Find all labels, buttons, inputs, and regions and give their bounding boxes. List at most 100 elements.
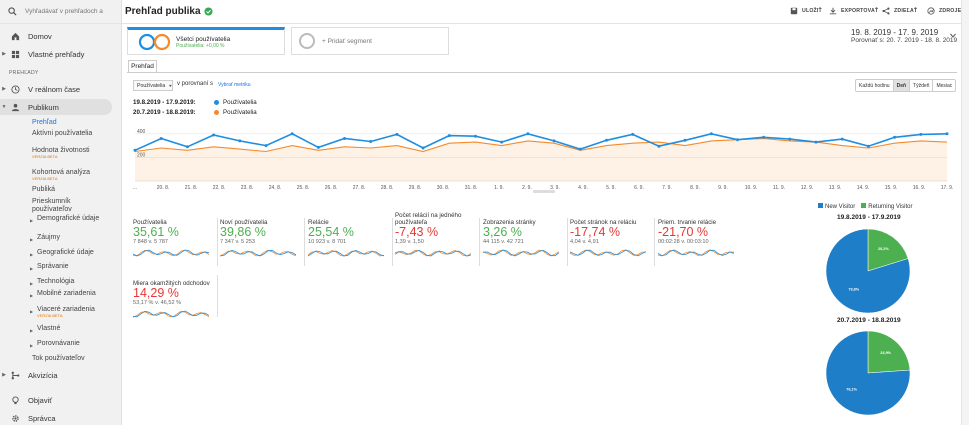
group-mobile[interactable]: ▶ Mobilné zariadenia [30, 290, 96, 298]
nav-realtime[interactable]: ▶ V reálnom čase [0, 81, 122, 97]
metric-value: -7,43 % [395, 225, 439, 239]
segment-circles-icon [138, 33, 171, 51]
metric-sparkline [132, 310, 210, 318]
sparkline-series [569, 249, 647, 257]
nav-audience[interactable]: ▼ Publikum [0, 99, 112, 115]
x-tick-label: 20. 8. [157, 185, 170, 191]
nav-discover[interactable]: Objaviť [0, 392, 122, 408]
segment-all-users[interactable]: Všetci používatelia Používatelia: +0,00 … [127, 27, 285, 55]
nav-acquisition-label: Akvizícia [28, 370, 58, 380]
sub-overview[interactable]: Prehľad [32, 119, 57, 126]
save-label: ULOŽIŤ [802, 8, 822, 14]
pie-slice-new[interactable] [825, 228, 911, 314]
home-icon [11, 32, 19, 40]
group-interests[interactable]: ▶ Záujmy [30, 234, 60, 242]
data-point [605, 138, 608, 142]
chevron-down-icon[interactable] [950, 33, 956, 38]
metric-tile[interactable]: Počet relácií na jedného používateľa -7,4… [394, 212, 481, 270]
metric-sparkline [219, 249, 297, 257]
export-button[interactable]: EXPORTOVAŤ [829, 7, 878, 15]
metric-name: Počet stránok na reláciu [570, 219, 637, 226]
data-point [683, 138, 687, 142]
pick-metric-link[interactable]: Vybrať metriku [218, 82, 251, 88]
metric-value: 3,26 % [483, 225, 522, 239]
granularity-week[interactable]: Týždeň [909, 80, 932, 91]
x-tick-label: 23. 8. [241, 185, 254, 191]
compare-label: v porovnaní s [177, 81, 214, 87]
metric-value: 39,86 % [220, 225, 266, 239]
date-range-picker[interactable]: 19. 8. 2019 - 17. 9. 2019 Porovnať s: 20… [851, 29, 957, 45]
metric-comparison: 10 923 v. 8 701 [308, 239, 347, 245]
section-label: PREHĽADY [9, 70, 39, 76]
metric-tile[interactable]: Počet stránok na reláciu -17,74 % 4,04 v. … [569, 212, 656, 270]
sparkline-series [307, 250, 385, 257]
metric-tile[interactable]: Priem. trvanie relácie -21,70 % 00:02:28 v… [657, 212, 744, 270]
expand-arrow-icon: ▶ [2, 86, 6, 92]
nav-admin[interactable]: Správca [0, 410, 122, 425]
group-behavior[interactable]: ▶ Správanie [30, 263, 69, 271]
metric-tile[interactable]: Používatelia 35,61 % 7 848 v. 5 787 [132, 212, 219, 270]
metric-value: -21,70 % [658, 225, 709, 239]
save-button[interactable]: ULOŽIŤ [790, 7, 822, 15]
group-custom[interactable]: ▶ Vlastné [30, 325, 61, 333]
metric-tile[interactable]: Miera okamžitých odchodov 14,29 % 53,17 % … [132, 273, 219, 331]
metric-tile[interactable]: Relácie 25,54 % 10 923 v. 8 701 [307, 212, 394, 270]
scrollbar[interactable] [961, 0, 969, 425]
nav-custom-reports[interactable]: ▶ Vlastné prehľady [0, 46, 122, 62]
x-tick-label: 14. 9. [857, 185, 870, 191]
download-icon [829, 7, 837, 15]
metric-select[interactable]: Používatelia [133, 80, 173, 91]
sparkline-series [132, 249, 210, 257]
metric-tile[interactable]: Zobrazenia stránky 3,26 % 44 115 v. 42 721 [482, 212, 569, 270]
granularity-day[interactable]: Deň [892, 80, 910, 91]
sub-users-flow[interactable]: Tok používateľov [32, 355, 85, 362]
tab-overview[interactable]: Prehľad [128, 60, 157, 72]
search-box[interactable]: Vyhľadávať v prehľadoch a p [0, 0, 121, 24]
data-point [159, 137, 163, 140]
metric-value: 14,29 % [133, 286, 179, 300]
granularity-hourly[interactable]: Každú hodinu [859, 82, 890, 89]
x-tick-label: 9. 9. [718, 185, 728, 191]
sub-user-explorer[interactable]: Prieskumník používateľov [32, 198, 72, 213]
granularity-month[interactable]: Mesiac [932, 80, 955, 91]
sub-active-users[interactable]: Aktívni používatelia [32, 130, 93, 137]
x-tick-label: 2. 9. [522, 185, 532, 191]
x-tick-label: 30. 8. [437, 185, 450, 191]
pie-legend-new: New Visitor [818, 203, 855, 210]
nav-home[interactable]: Domov [0, 28, 122, 44]
granularity-toggle: Každú hodinu Deň Týždeň Mesiac [855, 79, 957, 92]
share-button[interactable]: ZDIEĽAŤ [882, 7, 917, 15]
pie-slice-returning[interactable] [867, 228, 909, 272]
add-segment-button[interactable]: + Pridať segment [291, 27, 449, 55]
group-geo[interactable]: ▶ Geografické údaje [30, 249, 94, 257]
metric-tile[interactable]: Noví používatelia 39,86 % 7 347 v. 5 253 [219, 212, 306, 270]
group-technology[interactable]: ▶ Technológia [30, 278, 75, 286]
pie-slice-new[interactable] [825, 330, 911, 416]
metric-sparkline [569, 249, 647, 257]
group-label: Mobilné zariadenia [37, 290, 96, 297]
users-line-chart[interactable]: 400 200... 20. 8. 21. 8. 22. 8. 23. 8. 24. 8. 2… [133, 118, 955, 193]
sub-lifetime-value[interactable]: Hodnota životnosti VERZIA BETA [32, 147, 107, 159]
nav-acquisition[interactable]: ▶ Akvizícia [0, 367, 122, 383]
data-point [552, 139, 556, 143]
metric-divider [392, 218, 393, 266]
data-point [212, 133, 216, 137]
x-tick-label: 15. 9. [885, 185, 898, 191]
sources-button[interactable]: ZDROJE [927, 7, 961, 15]
nav-realtime-label: V reálnom čase [28, 84, 81, 94]
metric-divider [217, 275, 218, 317]
x-tick-label: 5. 9. [606, 185, 616, 191]
pie-slice-returning[interactable] [867, 330, 911, 374]
group-demographics[interactable]: ▶ Demografické údaje [30, 215, 100, 223]
sub-audiences[interactable]: Publiká [32, 186, 55, 193]
search-input[interactable]: Vyhľadávať v prehľadoch a p [25, 8, 105, 15]
metric-name: Relácie [308, 219, 329, 226]
metric-value: 35,61 % [133, 225, 179, 239]
group-benchmarking[interactable]: ▶ Porovnávanie [30, 340, 80, 348]
y-tick-label: 400 [137, 129, 146, 135]
x-tick-label: 28. 8. [381, 185, 394, 191]
group-cross-device[interactable]: ▶ Viaceré zariadenia VERZIA BETA [30, 306, 95, 318]
sub-cohort[interactable]: Kohortová analýza VERZIA BETA [32, 169, 107, 181]
pie-title-previous: 20.7.2019 - 18.8.2019 [837, 317, 901, 324]
pie-title-current: 19.8.2019 - 17.9.2019 [837, 214, 901, 221]
